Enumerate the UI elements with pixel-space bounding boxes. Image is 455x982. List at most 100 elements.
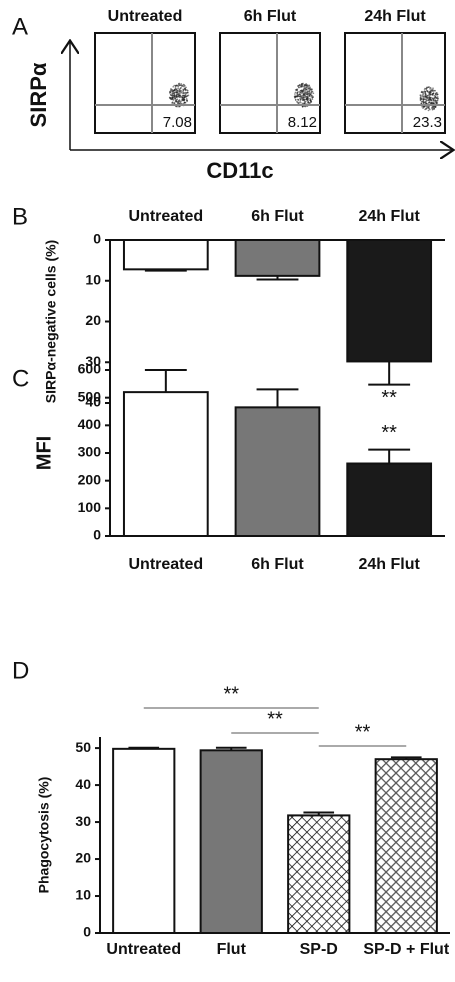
event-dot [301, 90, 303, 92]
event-dot [429, 101, 431, 103]
event-dot [308, 92, 310, 94]
event-dot [423, 97, 425, 99]
event-dot [434, 90, 436, 92]
y-axis-label: Phagocytosis (%) [36, 777, 52, 894]
event-dot [295, 95, 297, 97]
event-dot [308, 89, 310, 91]
event-dot [435, 96, 437, 98]
event-dot [187, 92, 189, 94]
event-dot [430, 100, 432, 102]
event-dot [179, 99, 181, 101]
event-dot [421, 91, 423, 93]
x-tick-label-box: Flut [183, 941, 281, 981]
event-dot [420, 98, 422, 100]
event-dot [185, 94, 187, 96]
event-dot [437, 98, 439, 100]
panel-label: D [12, 657, 29, 684]
event-dot [303, 90, 305, 92]
event-dot [175, 98, 177, 100]
event-dot [174, 93, 176, 95]
event-dot [312, 98, 314, 100]
event-dot [305, 88, 307, 90]
event-dot [305, 83, 307, 85]
event-dot [176, 90, 178, 92]
x-tick-label: SP-D + Flut [358, 941, 455, 959]
event-dot [426, 87, 428, 89]
event-dot [299, 100, 301, 102]
event-dot [183, 86, 185, 88]
x-tick-label-box: 24h Flut [328, 556, 450, 596]
event-dot [178, 102, 180, 104]
event-dot [184, 102, 186, 104]
y-tick-label: 0 [93, 231, 101, 247]
event-dot [430, 90, 432, 92]
event-dot [177, 86, 179, 88]
event-dot [181, 96, 183, 98]
event-dot [170, 90, 172, 92]
event-dot [306, 89, 308, 91]
event-dot [184, 99, 186, 101]
x-axis-label: CD11c [206, 158, 273, 183]
event-dot [297, 85, 299, 87]
event-dot [306, 91, 308, 93]
event-dot [174, 103, 176, 105]
event-dot [424, 89, 426, 91]
event-dot [183, 92, 185, 94]
event-dot [172, 86, 174, 88]
x-tick-label-box: Untreated [105, 208, 227, 248]
event-dot [420, 94, 422, 96]
event-dot [180, 90, 182, 92]
event-dot [309, 95, 311, 97]
x-tick-label: 6h Flut [217, 208, 339, 226]
event-dot [297, 102, 299, 104]
event-dot [433, 92, 435, 94]
panel-label: C [12, 365, 29, 392]
event-dot [177, 106, 179, 108]
event-dot [429, 94, 431, 96]
significance-label: ** [267, 708, 283, 730]
event-dot [178, 89, 180, 91]
x-tick-label-box: SP-D + Flut [358, 941, 455, 981]
plot-title: 6h Flut [244, 8, 297, 25]
y-tick-label: 0 [93, 527, 101, 543]
event-dot [188, 94, 190, 96]
bar [288, 815, 349, 933]
event-dot [295, 99, 297, 101]
event-dot [433, 98, 435, 100]
event-dot [420, 103, 422, 105]
event-dot [179, 94, 181, 96]
event-dot [186, 98, 188, 100]
event-dot [306, 86, 308, 88]
y-tick-label: 300 [78, 444, 102, 460]
event-dot [421, 106, 423, 108]
event-dot [306, 98, 308, 100]
event-dot [300, 99, 302, 101]
event-dot [428, 98, 430, 100]
event-dot [429, 97, 431, 99]
event-dot [429, 108, 431, 110]
event-dot [423, 103, 425, 105]
event-dot [312, 96, 314, 98]
plot-title: 24h Flut [364, 8, 426, 25]
y-axis-label: SIRPα-negative cells (%) [43, 240, 59, 403]
event-dot [303, 94, 305, 96]
event-dot [299, 92, 301, 94]
event-dot [311, 90, 313, 92]
event-dot [176, 88, 178, 90]
event-dot [177, 99, 179, 101]
x-tick-label: Untreated [95, 941, 193, 959]
event-dot [303, 99, 305, 101]
event-dot [434, 99, 436, 101]
event-dot [426, 96, 428, 98]
event-dot [180, 91, 182, 93]
event-dot [173, 92, 175, 94]
event-dot [176, 97, 178, 99]
event-dot [185, 96, 187, 98]
quadrant-percent: 23.3 [413, 114, 442, 131]
significance-label: ** [381, 422, 397, 444]
event-dot [420, 100, 422, 102]
event-dot [182, 99, 184, 101]
event-dot [301, 93, 303, 95]
significance-label: ** [223, 683, 239, 705]
event-dot [180, 84, 182, 86]
